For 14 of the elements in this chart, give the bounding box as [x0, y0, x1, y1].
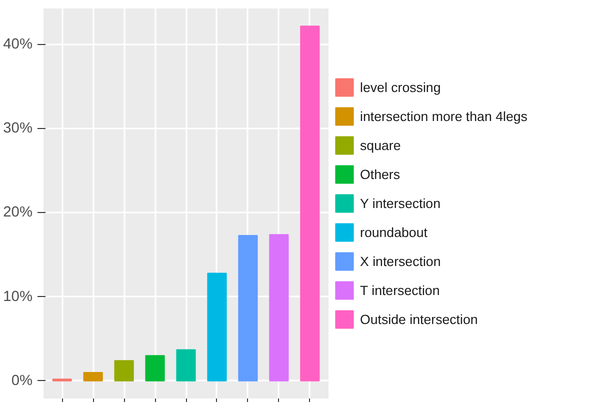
legend-label: T intersection: [360, 282, 440, 298]
legend-label: Y intersection: [360, 196, 441, 210]
y-tick-label: 30%: [3, 120, 33, 137]
y-tick-label: 0%: [11, 372, 33, 389]
y-tick-label: 20%: [3, 204, 33, 221]
y-tick-label: 10%: [3, 288, 33, 305]
legend-label: roundabout: [360, 224, 428, 240]
legend-label: X intersection: [360, 254, 441, 268]
legend-label: level crossing: [360, 80, 441, 94]
legend-label: Others: [360, 166, 400, 182]
legend-label: square: [360, 138, 401, 152]
y-tick-label: 40%: [3, 36, 33, 53]
legend-label: intersection more than 4legs: [360, 108, 528, 124]
legend-label: Outside intersection: [360, 312, 478, 326]
